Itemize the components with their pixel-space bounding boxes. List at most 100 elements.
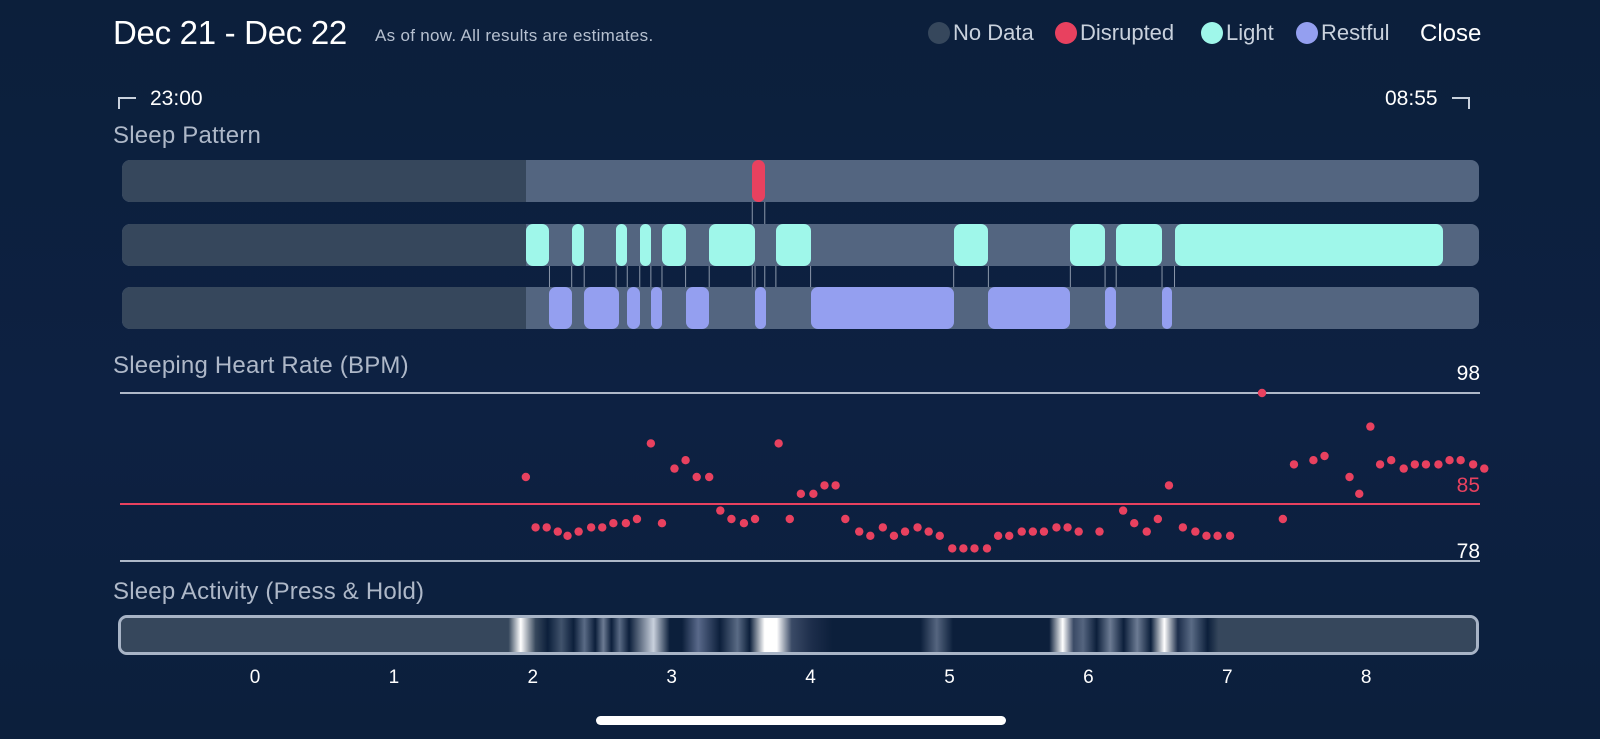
light-segment[interactable]: [571, 224, 585, 266]
axis-tick-label: 2: [527, 667, 539, 688]
sleep-activity-title: Sleep Activity (Press & Hold): [113, 578, 425, 605]
heart-rate-point: [657, 519, 667, 528]
heart-rate-point: [1225, 531, 1235, 540]
heart-rate-point: [1387, 456, 1396, 465]
heart-rate-point: [1178, 523, 1188, 532]
light-segment[interactable]: [661, 224, 686, 266]
light-segment[interactable]: [616, 224, 628, 266]
restful-segment[interactable]: [584, 287, 619, 329]
axis-tick-label: 1: [388, 667, 400, 688]
heart-rate-point: [1153, 514, 1163, 524]
heart-rate-point: [1142, 527, 1151, 536]
restful-track[interactable]: [122, 287, 1479, 329]
light-segment[interactable]: [639, 224, 651, 266]
restful-segment[interactable]: [988, 287, 1071, 329]
heart-rate-point: [1164, 481, 1174, 490]
heart-rate-point: [632, 514, 642, 524]
light-segment[interactable]: [1116, 224, 1162, 266]
heart-rate-point: [705, 472, 714, 482]
disrupted-track[interactable]: [122, 160, 1479, 202]
activity-intensity-strip: [121, 618, 1476, 652]
light-segment[interactable]: [1070, 224, 1106, 266]
heart-rate-title: Sleeping Heart Rate (BPM): [113, 352, 409, 379]
heart-rate-point: [1213, 531, 1222, 540]
restful-segment[interactable]: [685, 287, 710, 329]
heart-rate-point: [1095, 527, 1104, 536]
heart-rate-point: [1468, 460, 1478, 469]
heart-rate-point: [542, 523, 551, 532]
heart-rate-point: [809, 489, 818, 498]
light-segment[interactable]: [1174, 224, 1443, 266]
heart-rate-point: [1345, 472, 1354, 482]
end-time: 08:55: [1385, 87, 1470, 111]
restful-segment[interactable]: [755, 287, 767, 329]
light-segment[interactable]: [953, 224, 989, 266]
heart-rate-point: [935, 531, 944, 540]
restful-segment[interactable]: [650, 287, 662, 329]
heart-rate-point: [727, 514, 736, 524]
heart-rate-point: [1257, 388, 1267, 398]
axis-tick-label: 7: [1222, 667, 1233, 688]
axis-tick-label: 4: [805, 667, 816, 688]
sleep-pattern-title: Sleep Pattern: [113, 122, 262, 149]
heart-rate-point: [1434, 460, 1443, 469]
heart-rate-point: [1456, 456, 1465, 465]
heart-rate-point: [841, 514, 850, 524]
heart-rate-point: [1063, 523, 1072, 532]
heart-rate-point: [866, 531, 875, 540]
restful-segment[interactable]: [1162, 287, 1172, 329]
heart-rate-point: [820, 481, 829, 490]
heart-rate-point: [948, 544, 957, 553]
legend-light: Light: [1201, 20, 1274, 46]
heart-rate-point: [1375, 460, 1385, 469]
min-hr-line: [120, 560, 1480, 562]
light-segment[interactable]: [775, 224, 811, 266]
heart-rate-point: [796, 489, 806, 498]
heart-rate-point: [1410, 460, 1420, 469]
no-data-region: [122, 287, 526, 329]
max-hr-label: 98: [1456, 362, 1480, 385]
start-time: 23:00: [118, 87, 203, 111]
restful-segment[interactable]: [549, 287, 572, 329]
home-indicator[interactable]: [596, 716, 1006, 725]
axis-tick-label: 0: [249, 667, 261, 688]
sleep-activity-bar[interactable]: [118, 615, 1479, 655]
end-bracket-icon: [1451, 97, 1470, 109]
start-bracket-icon: [118, 97, 136, 109]
disrupted-segment[interactable]: [752, 160, 765, 202]
restful-segment[interactable]: [810, 287, 954, 329]
heart-rate-point: [831, 481, 840, 490]
light-track[interactable]: [122, 224, 1479, 266]
heart-rate-point: [1118, 506, 1128, 515]
heart-rate-point: [1278, 514, 1288, 524]
min-hr-label: 78: [1456, 540, 1480, 563]
heart-rate-point: [1017, 527, 1026, 536]
heart-rate-point: [574, 527, 583, 536]
legend-restful: Restful: [1296, 20, 1389, 46]
heart-rate-point: [1289, 460, 1299, 469]
restful-segment[interactable]: [1105, 287, 1117, 329]
heart-rate-point: [670, 464, 679, 473]
heart-rate-point: [521, 472, 531, 482]
heart-rate-point: [621, 519, 631, 528]
heart-rate-point: [970, 544, 979, 553]
light-segment[interactable]: [709, 224, 756, 266]
heart-rate-point: [681, 456, 690, 465]
restful-dot-icon: [1296, 22, 1318, 44]
no-data-region: [122, 160, 526, 202]
heart-rate-point: [692, 472, 701, 482]
page-title: Dec 21 - Dec 22: [113, 14, 347, 51]
heart-rate-point: [1191, 527, 1200, 536]
heart-rate-point: [1039, 527, 1049, 536]
light-segment[interactable]: [525, 224, 550, 266]
heart-rate-point: [913, 523, 922, 532]
heart-rate-point: [1005, 531, 1014, 540]
heart-rate-point: [739, 519, 749, 528]
restful-segment[interactable]: [627, 287, 640, 329]
heart-rate-point: [716, 506, 725, 515]
heart-rate-point: [855, 527, 864, 536]
heart-rate-point: [553, 527, 563, 536]
close-button[interactable]: Close: [1420, 20, 1482, 47]
heart-rate-point: [993, 531, 1003, 540]
